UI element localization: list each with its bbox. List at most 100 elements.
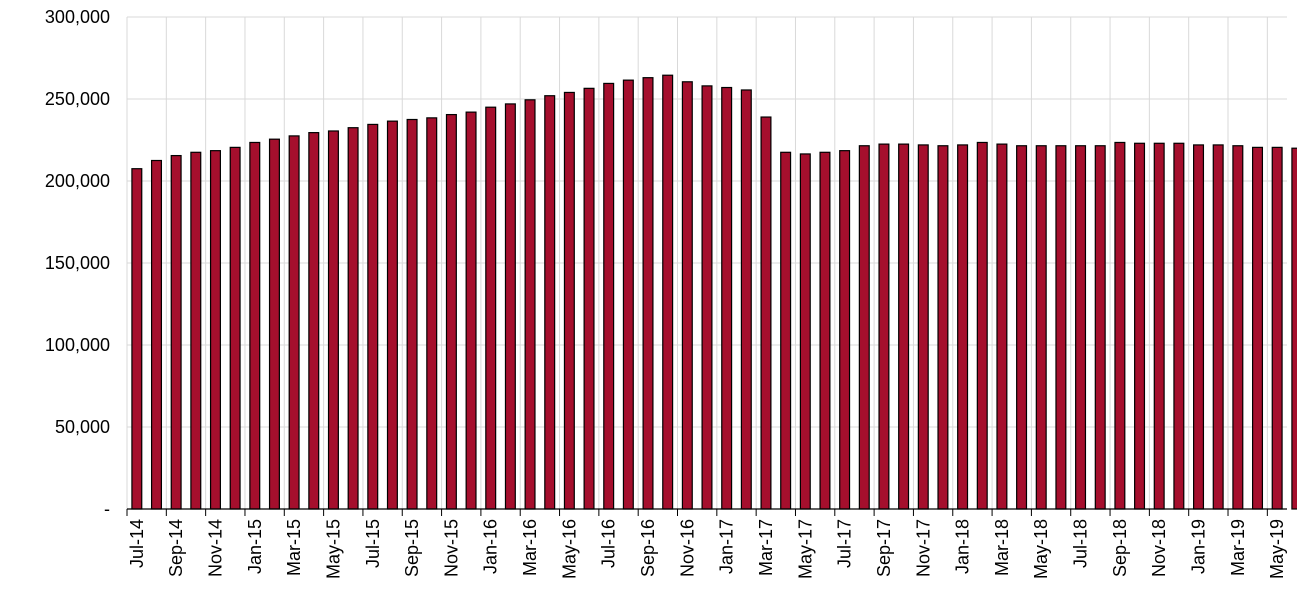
bar: [327, 130, 339, 510]
x-tick-label: May-17: [795, 519, 815, 579]
x-tick-label: Mar-16: [520, 519, 540, 576]
y-axis: - 50,000 100,000 150,000 200,000 250,000 300,0…: [45, 7, 110, 519]
bar: [996, 143, 1008, 510]
x-tick-label: Jan-18: [953, 519, 973, 574]
y-tick-label: -: [104, 499, 110, 519]
bar: [1114, 141, 1126, 510]
bar: [799, 153, 811, 510]
bar: [1232, 145, 1244, 510]
bar: [780, 151, 792, 510]
x-tick-label: May-15: [323, 519, 343, 579]
x-tick-label: Nov-16: [677, 519, 697, 577]
bar: [662, 74, 674, 510]
bar: [406, 118, 418, 510]
bar: [465, 111, 477, 510]
bar: [347, 127, 359, 510]
bar: [976, 141, 988, 510]
bar: [603, 82, 615, 510]
bar: [249, 141, 261, 510]
bar: [819, 151, 831, 510]
bar: [1134, 142, 1146, 510]
bar: [131, 168, 143, 510]
bar: [445, 113, 457, 510]
x-tick-label: Nov-18: [1149, 519, 1169, 577]
bar: [1251, 146, 1264, 510]
bar: [170, 154, 182, 510]
bar: [1094, 145, 1106, 510]
bar: [760, 116, 772, 510]
bar: [839, 150, 851, 510]
y-tick-label: 300,000: [45, 7, 110, 27]
x-tick-label: Sep-16: [638, 519, 658, 577]
bar: [642, 77, 654, 510]
x-tick-label: Jan-15: [245, 519, 265, 574]
bar: [701, 85, 713, 510]
x-tick-label: Sep-14: [166, 519, 186, 577]
bar: [367, 123, 379, 510]
bar: [386, 120, 398, 510]
bar: [1173, 142, 1185, 510]
bar: [1193, 144, 1205, 510]
x-tick-label: Jul-17: [835, 519, 855, 568]
x-tick-label: May-19: [1267, 519, 1287, 579]
bar: [288, 135, 300, 510]
x-tick-label: Nov-15: [441, 519, 461, 577]
x-tick-label: Nov-14: [205, 519, 225, 577]
bar: [1055, 145, 1067, 510]
x-tick-label: Nov-17: [913, 519, 933, 577]
x-axis: Jul-14 Sep-14 Nov-14 Jan-15 Mar-15 May-15 Jul-…: [126, 508, 1287, 579]
x-tick-label: May-18: [1031, 519, 1051, 579]
bars: [131, 74, 1297, 510]
x-tick-label: Jul-16: [599, 519, 619, 568]
x-tick-label: May-16: [559, 519, 579, 579]
bar: [544, 95, 556, 510]
bar: [1212, 144, 1224, 510]
bar: [898, 143, 910, 510]
x-tick-label: Mar-18: [992, 519, 1012, 576]
x-tick-label: Jul-15: [363, 519, 383, 568]
y-tick-label: 50,000: [55, 417, 110, 437]
bar: [937, 145, 949, 510]
bar: [524, 99, 536, 510]
bar: [150, 159, 163, 510]
x-tick-label: Jan-17: [717, 519, 737, 574]
bar: [268, 138, 280, 510]
bar: [917, 144, 929, 510]
bar: [504, 103, 516, 510]
y-tick-label: 100,000: [45, 335, 110, 355]
bar: [878, 143, 890, 510]
y-tick-label: 250,000: [45, 89, 110, 109]
bar: [1153, 142, 1165, 510]
bar: [858, 145, 870, 510]
bar: [1016, 145, 1028, 510]
bar: [721, 86, 733, 510]
bar: [622, 79, 634, 510]
bar: [957, 144, 969, 510]
bar: [308, 132, 320, 510]
x-tick-label: Jul-18: [1071, 519, 1091, 568]
x-tick-label: Jan-19: [1189, 519, 1209, 574]
gridlines: [126, 16, 1287, 509]
bar: [190, 151, 202, 510]
bar: [681, 81, 693, 510]
x-tick-label: Sep-15: [402, 519, 422, 577]
x-tick-label: Sep-17: [874, 519, 894, 577]
x-tick-label: Jan-16: [481, 519, 501, 574]
bar: [1271, 146, 1283, 510]
bar: [1035, 145, 1047, 510]
x-tick-label: Mar-19: [1228, 519, 1248, 576]
bar: [563, 91, 575, 510]
x-tick-label: Mar-15: [284, 519, 304, 576]
x-tick-label: Sep-18: [1110, 519, 1130, 577]
bar: [209, 150, 221, 510]
x-tick-label: Jul-14: [127, 519, 147, 568]
bar: [229, 146, 241, 510]
bar: [426, 117, 438, 510]
bar: [740, 89, 752, 510]
bar: [1075, 145, 1087, 510]
bar: [583, 87, 595, 510]
bar: [1291, 147, 1297, 510]
bar: [485, 106, 497, 510]
y-tick-label: 150,000: [45, 253, 110, 273]
